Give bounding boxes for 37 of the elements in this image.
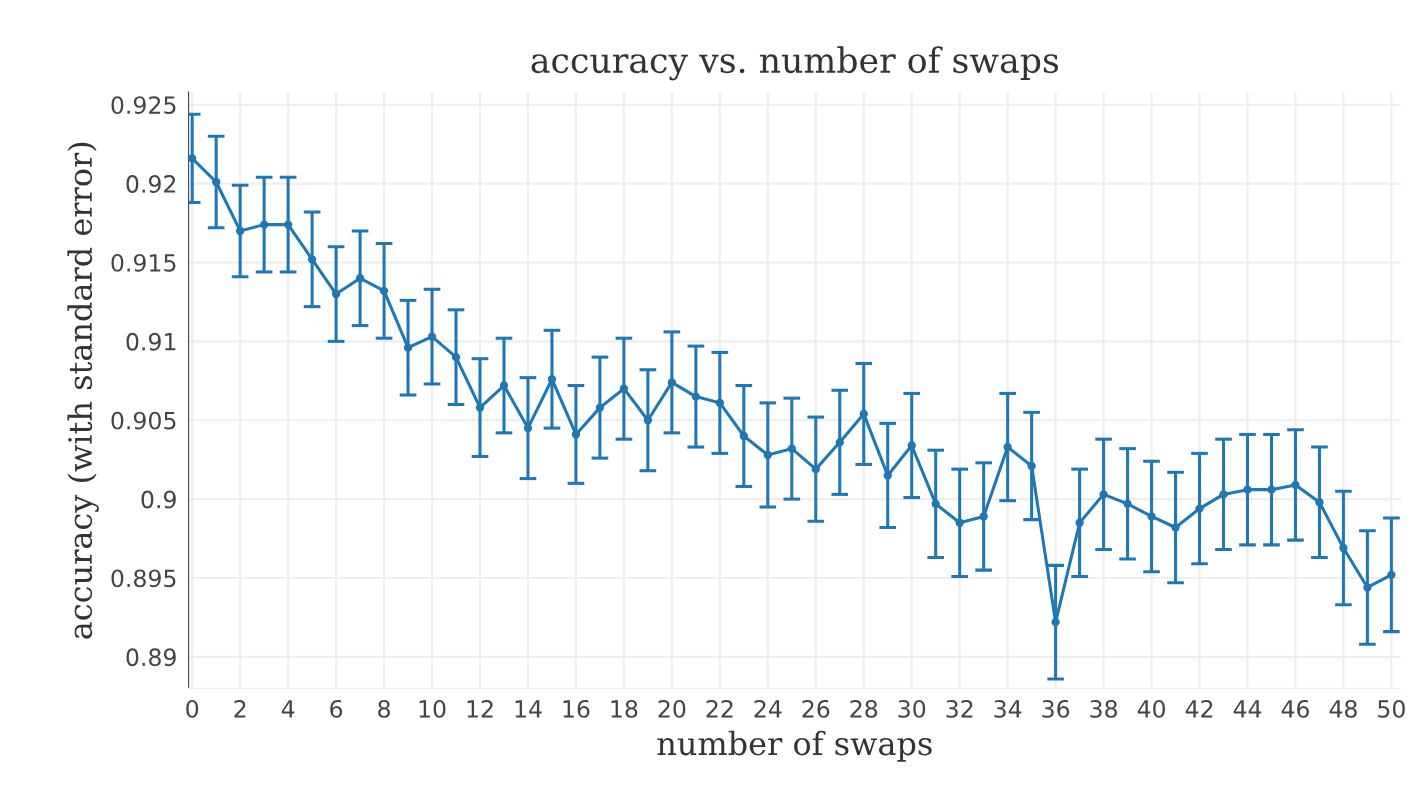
chart-title: accuracy vs. number of swaps [531, 46, 1059, 81]
x-tick-label: 6 [330, 699, 343, 718]
x-tick-label: 0 [186, 699, 199, 718]
x-tick-label: 32 [946, 699, 973, 718]
x-tick-label: 12 [467, 699, 493, 718]
x-tick-label: 28 [850, 699, 878, 718]
y-tick-label: 0.925 [111, 96, 176, 115]
x-tick-label: 24 [754, 699, 782, 718]
y-tick-label: 0.915 [111, 253, 176, 272]
x-tick-label: 8 [378, 699, 390, 718]
x-tick-label: 4 [281, 700, 295, 718]
y-tick-label: 0.91 [126, 332, 176, 351]
x-tick-label: 42 [1185, 699, 1213, 718]
x-tick-label: 38 [1090, 699, 1117, 718]
x-tick-label: 16 [563, 699, 590, 718]
x-tick-label: 26 [802, 699, 830, 718]
y-tick-label: 0.92 [126, 175, 176, 193]
x-tick-label: 40 [1137, 699, 1165, 718]
x-tick-label: 18 [611, 699, 638, 718]
x-tick-label: 20 [658, 699, 686, 718]
x-tick-label: 46 [1281, 699, 1309, 718]
y-axis-title: accuracy (with standard error) [67, 142, 99, 639]
y-tick-label: 0.9 [141, 490, 176, 509]
x-tick-label: 48 [1329, 699, 1357, 718]
x-tick-label: 14 [515, 700, 542, 718]
x-tick-label: 50 [1378, 699, 1405, 718]
x-tick-label: 30 [898, 699, 926, 718]
x-tick-label: 22 [706, 699, 733, 718]
y-tick-label: 0.89 [126, 648, 176, 667]
y-tick-label: 0.905 [111, 411, 176, 430]
x-tick-label: 10 [419, 699, 446, 718]
x-tick-label: 2 [234, 699, 246, 718]
x-tick-label: 34 [994, 699, 1022, 718]
y-tick-label: 0.895 [111, 569, 176, 588]
x-tick-label: 36 [1042, 699, 1070, 718]
x-axis-title: number of swaps [657, 730, 932, 762]
x-tick-label: 44 [1233, 700, 1262, 718]
